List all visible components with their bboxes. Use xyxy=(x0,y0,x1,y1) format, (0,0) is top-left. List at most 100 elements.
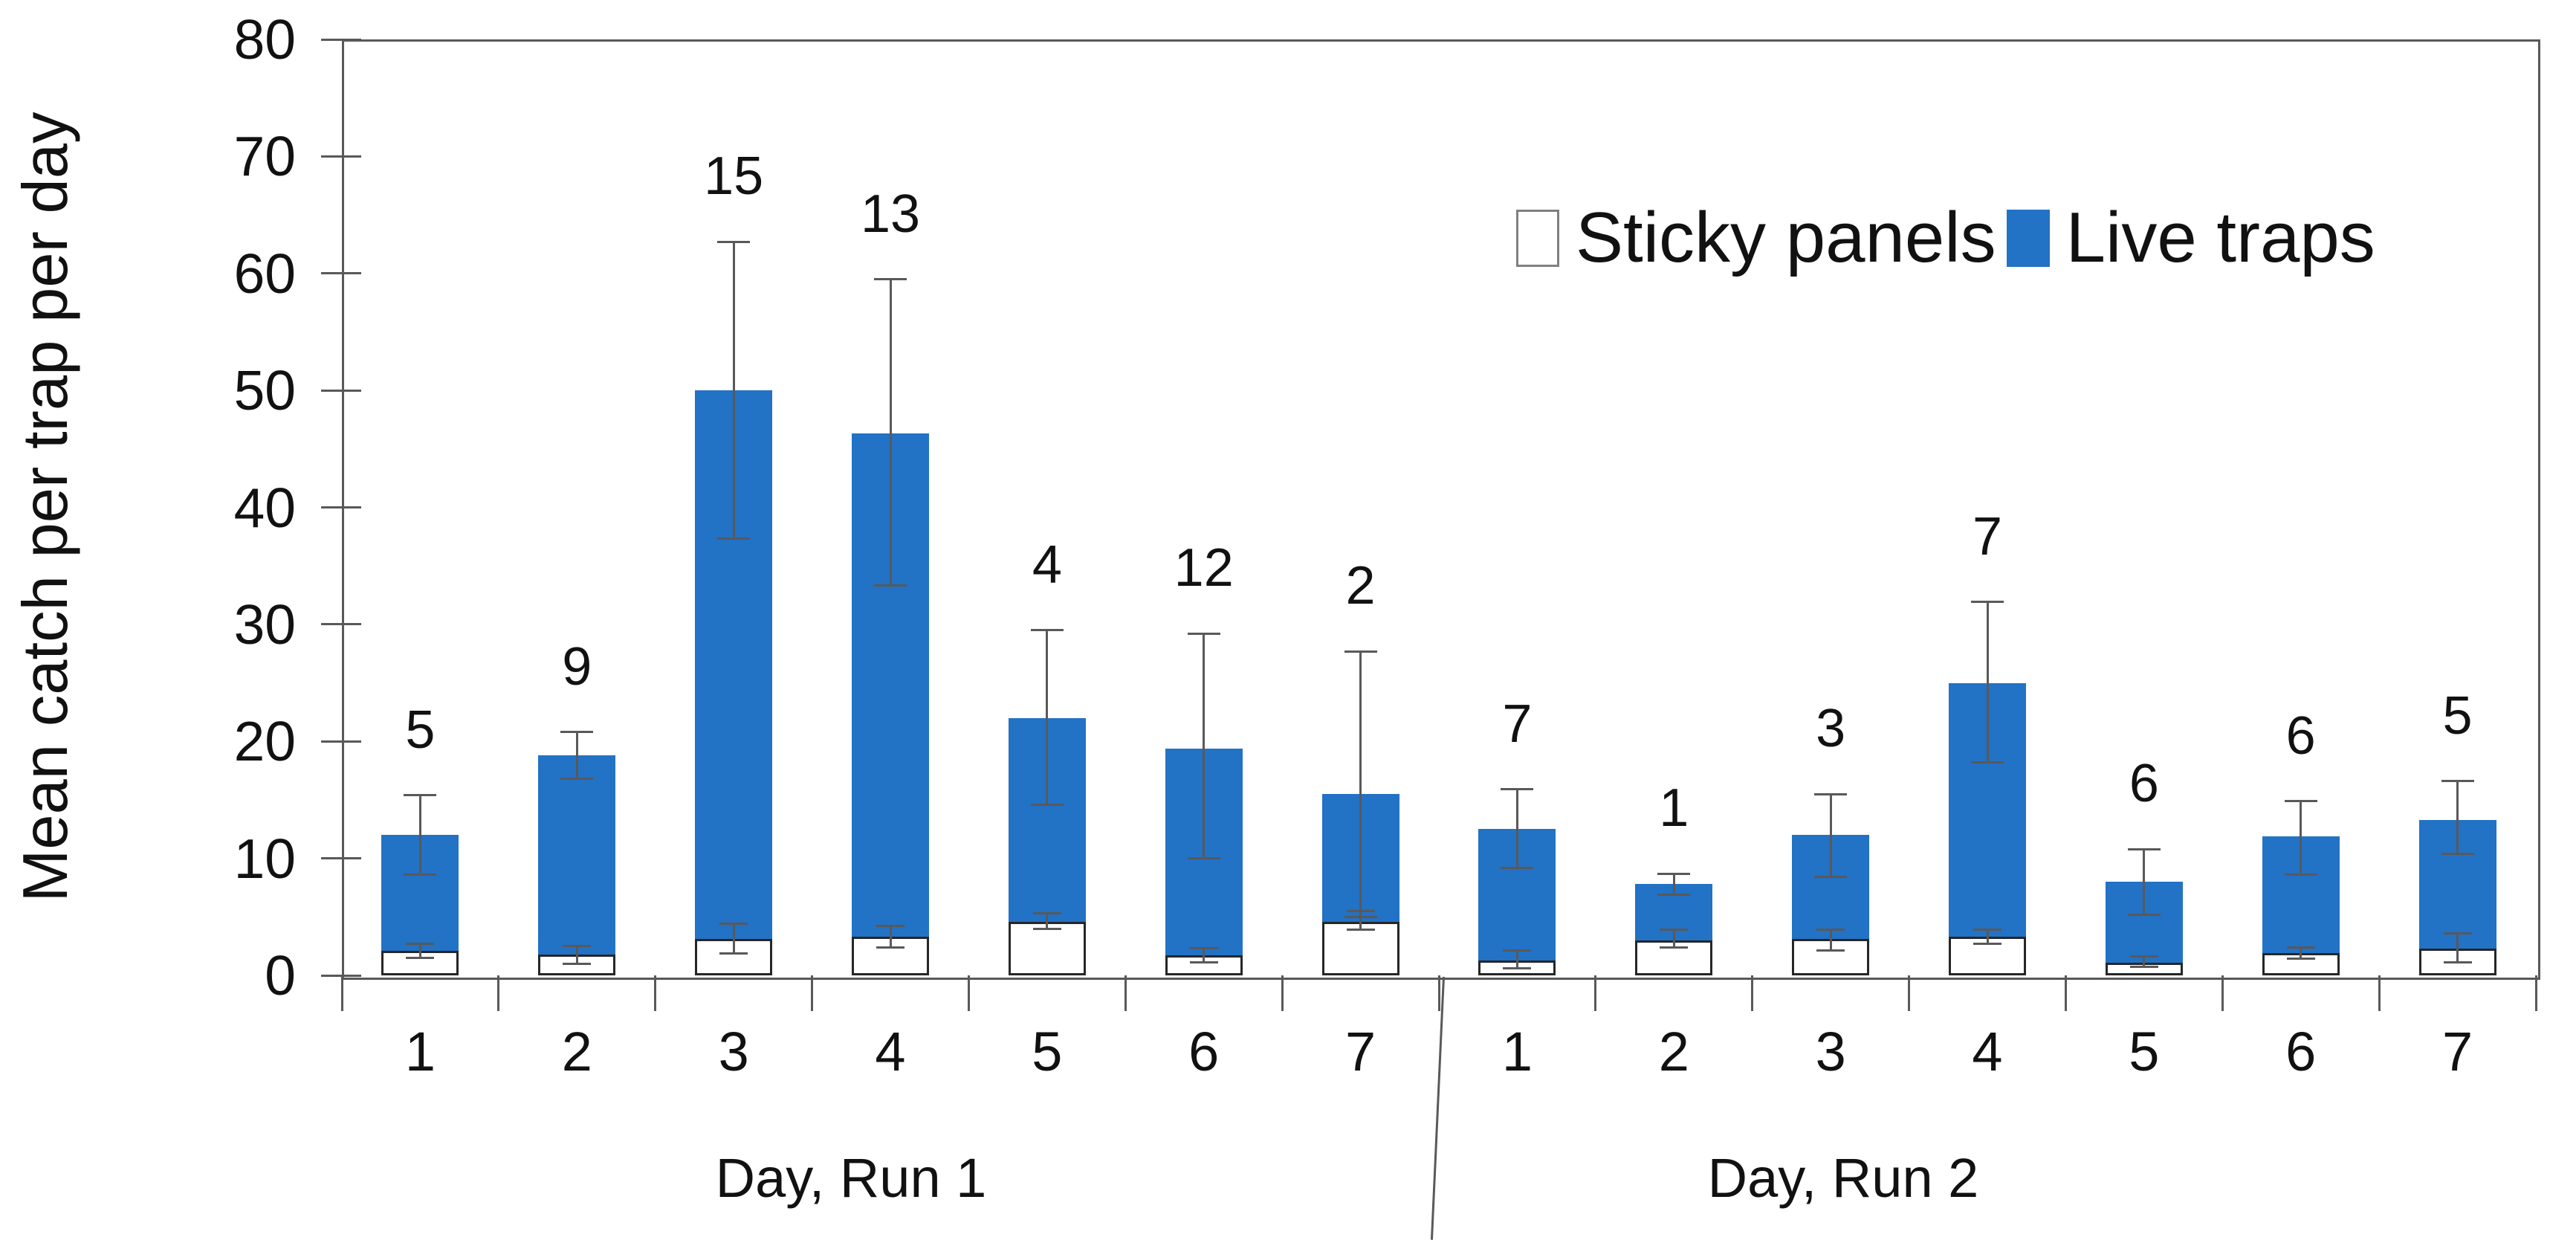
x-axis-tick xyxy=(2534,975,2537,1011)
bar-count-label: 7 xyxy=(1972,506,2003,566)
x-tick-label: 5 xyxy=(1032,1021,1063,1082)
sticky-error-cap-top xyxy=(1503,949,1532,952)
y-tick-label: 30 xyxy=(233,593,296,656)
error-cap-bottom xyxy=(1971,761,2004,764)
x-axis-tick xyxy=(2221,975,2224,1011)
y-tick-label: 50 xyxy=(233,359,296,422)
error-cap-top xyxy=(1971,601,2004,604)
sticky-error-cap-top xyxy=(1816,929,1845,932)
y-axis-tick xyxy=(321,506,361,508)
y-axis-tick xyxy=(321,857,361,860)
sticky-error-bar xyxy=(418,943,421,958)
legend-label-sticky-panels: Sticky panels xyxy=(1576,198,1996,277)
x-axis-tick xyxy=(497,975,500,1011)
sticky-error-cap-top xyxy=(1660,929,1689,932)
bar-count-label: 2 xyxy=(1345,556,1376,616)
error-cap-top xyxy=(404,794,437,797)
error-cap-bottom xyxy=(1657,893,1691,896)
bar-live-segment xyxy=(538,755,616,955)
bar-count-label: 4 xyxy=(1032,535,1062,595)
error-bar xyxy=(1046,630,1049,805)
sticky-error-bar xyxy=(2143,956,2146,967)
x-axis-tick xyxy=(811,975,814,1011)
y-tick-label: 80 xyxy=(233,8,296,71)
sticky-error-bar xyxy=(1515,950,1518,969)
legend-item-live-traps: Live traps xyxy=(2006,197,2375,279)
bar-count-label: 12 xyxy=(1174,538,1234,598)
error-cap-top xyxy=(1030,629,1064,632)
group-title: Day, Run 2 xyxy=(1707,1147,1979,1209)
sticky-error-bar xyxy=(732,923,735,954)
y-tick-label: 60 xyxy=(233,242,296,305)
error-bar xyxy=(732,242,735,539)
y-tick-label: 20 xyxy=(233,710,296,773)
legend-label-live-traps: Live traps xyxy=(2065,198,2375,277)
bar-count-label: 7 xyxy=(1502,694,1533,754)
error-cap-bottom xyxy=(1187,857,1220,860)
x-tick-label: 7 xyxy=(1344,1021,1376,1082)
sticky-error-bar xyxy=(1829,929,1832,951)
sticky-error-bar xyxy=(1046,913,1049,929)
sticky-error-cap-bottom xyxy=(1346,929,1375,932)
error-cap-top xyxy=(717,240,751,243)
sticky-error-cap-bottom xyxy=(2129,966,2158,969)
sticky-error-bar xyxy=(1672,929,1675,948)
error-bar xyxy=(889,279,892,586)
bar-count-label: 3 xyxy=(1816,699,1846,759)
error-cap-top xyxy=(560,731,594,734)
x-tick-label: 4 xyxy=(1972,1021,2003,1082)
y-axis-tick xyxy=(321,272,361,275)
x-tick-label: 6 xyxy=(1188,1021,1220,1082)
error-cap-bottom xyxy=(1501,866,1534,869)
error-cap-top xyxy=(2284,800,2317,802)
x-tick-label: 3 xyxy=(718,1021,749,1082)
x-tick-label: 5 xyxy=(2129,1021,2160,1082)
x-axis-tick xyxy=(1437,975,1440,1011)
sticky-error-cap-top xyxy=(1189,947,1218,950)
error-bar xyxy=(1672,874,1675,895)
sticky-error-cap-bottom xyxy=(1032,927,1061,930)
error-bar xyxy=(2143,849,2146,915)
error-cap-top xyxy=(1814,792,1848,795)
sticky-error-bar xyxy=(1986,929,1989,944)
error-cap-top xyxy=(2441,780,2474,783)
error-bar xyxy=(1829,794,1832,877)
y-axis-tick xyxy=(321,38,361,41)
legend-item-sticky-panels: Sticky panels xyxy=(1516,197,1996,279)
error-cap-top xyxy=(1344,650,1377,653)
sticky-error-cap-top xyxy=(876,925,904,928)
x-axis-tick xyxy=(1281,975,1284,1011)
x-axis-tick xyxy=(654,975,657,1011)
sticky-error-cap-bottom xyxy=(1660,946,1689,949)
error-cap-top xyxy=(1501,788,1534,791)
sticky-error-bar xyxy=(2456,933,2459,963)
sticky-error-cap-top xyxy=(1032,912,1061,915)
sticky-error-cap-bottom xyxy=(1503,967,1532,970)
sticky-error-cap-top xyxy=(563,945,592,948)
sticky-error-cap-bottom xyxy=(719,952,748,955)
x-axis-tick xyxy=(1751,975,1754,1011)
sticky-error-cap-bottom xyxy=(1973,943,2001,945)
legend: Sticky panels Live traps xyxy=(1516,195,2375,281)
error-bar xyxy=(2300,801,2302,875)
y-axis-tick xyxy=(321,623,361,626)
error-bar xyxy=(1359,651,1362,917)
sticky-error-cap-top xyxy=(719,923,748,926)
error-cap-bottom xyxy=(404,874,437,876)
sticky-error-cap-bottom xyxy=(876,946,904,949)
sticky-error-cap-top xyxy=(1346,909,1375,912)
sticky-error-cap-bottom xyxy=(2443,961,2472,964)
sticky-error-bar xyxy=(575,946,578,964)
group-title: Day, Run 1 xyxy=(715,1147,987,1209)
error-cap-bottom xyxy=(2284,874,2317,876)
sticky-error-bar xyxy=(2300,947,2302,959)
run-group-divider xyxy=(1430,976,1445,1240)
plot-area xyxy=(342,39,2540,980)
error-bar xyxy=(1986,601,1989,763)
sticky-error-bar xyxy=(1359,911,1362,930)
x-tick-label: 2 xyxy=(561,1021,592,1082)
bar-count-label: 6 xyxy=(2129,754,2159,814)
sticky-error-cap-bottom xyxy=(1189,961,1218,964)
sticky-error-cap-top xyxy=(2286,946,2315,949)
